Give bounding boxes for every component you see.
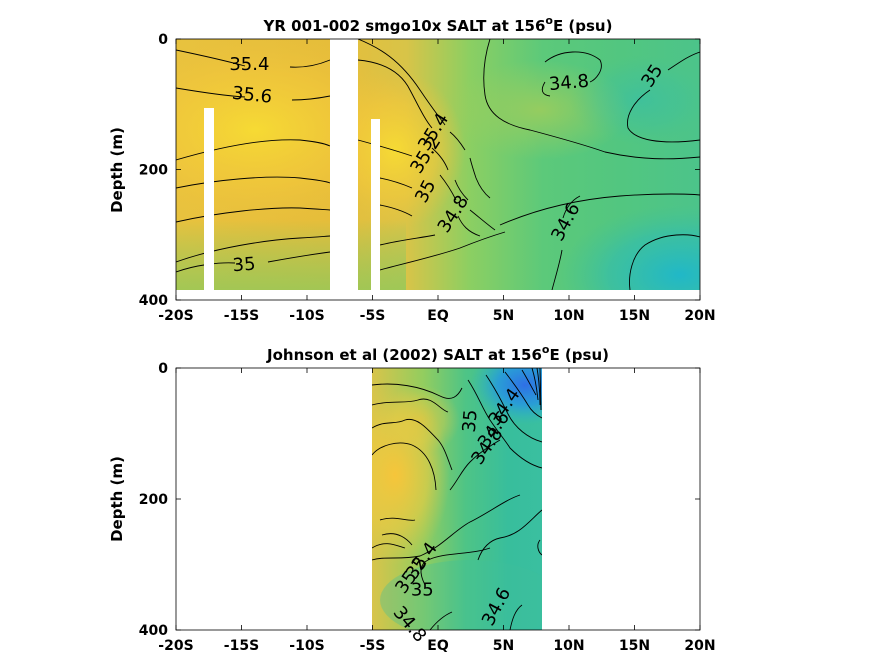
x-tick-label: 15N bbox=[619, 638, 650, 654]
y-tick-label: 400 bbox=[139, 293, 168, 309]
x-tick-label: -5S bbox=[360, 308, 386, 324]
x-tick-label: 15N bbox=[619, 308, 650, 324]
y-axis-label-bottom: Depth (m) bbox=[108, 456, 126, 542]
y-tick-label: 200 bbox=[139, 163, 168, 179]
contour-label: 34.8 bbox=[548, 71, 590, 95]
x-tick-label: -10S bbox=[289, 638, 324, 654]
x-tick-label: EQ bbox=[427, 638, 449, 654]
y-tick-label: 0 bbox=[158, 361, 168, 377]
chart-title-top: YR 001-002 smgo10x SALT at 156oE (psu) bbox=[263, 14, 613, 35]
y-tick-label: 0 bbox=[158, 32, 168, 48]
chart-title-bottom: Johnson et al (2002) SALT at 156oE (psu) bbox=[266, 343, 609, 364]
contour-label: 35 bbox=[232, 254, 256, 277]
contour-lines-bottom bbox=[372, 368, 542, 630]
x-tick-label: 20N bbox=[684, 638, 715, 654]
masked-column bbox=[330, 38, 358, 292]
x-tick-label: -10S bbox=[289, 308, 324, 324]
salinity-field-bottom bbox=[372, 368, 542, 630]
x-tick-label: -15S bbox=[224, 638, 259, 654]
axis-ticks-bottom: -20S -15S -10S -5S EQ 5N 10N 15N 20N 0 200 400 bbox=[139, 361, 716, 654]
x-tick-label: EQ bbox=[427, 308, 449, 324]
masked-column bbox=[204, 108, 214, 292]
x-tick-label: 5N bbox=[493, 638, 514, 654]
masked-column bbox=[371, 119, 380, 292]
contour-label: 35 bbox=[459, 409, 482, 434]
x-tick-label: 5N bbox=[493, 308, 514, 324]
x-tick-label: 10N bbox=[553, 638, 584, 654]
x-tick-label: -20S bbox=[158, 638, 193, 654]
x-tick-label: -15S bbox=[224, 308, 259, 324]
contour-label: 35.4 bbox=[229, 54, 269, 75]
y-axis-label-top: Depth (m) bbox=[108, 127, 126, 213]
x-tick-label: -20S bbox=[158, 308, 193, 324]
y-tick-label: 400 bbox=[139, 623, 168, 639]
contour-label: 35 bbox=[411, 580, 434, 601]
x-tick-label: 10N bbox=[553, 308, 584, 324]
axis-ticks-top: -20S -15S -10S -5S EQ 5N 10N 15N 20N 0 200 400 bbox=[139, 32, 716, 324]
y-tick-label: 200 bbox=[139, 492, 168, 508]
x-tick-label: -5S bbox=[360, 638, 386, 654]
contour-label: 35.6 bbox=[231, 83, 273, 108]
x-tick-label: 20N bbox=[684, 308, 715, 324]
